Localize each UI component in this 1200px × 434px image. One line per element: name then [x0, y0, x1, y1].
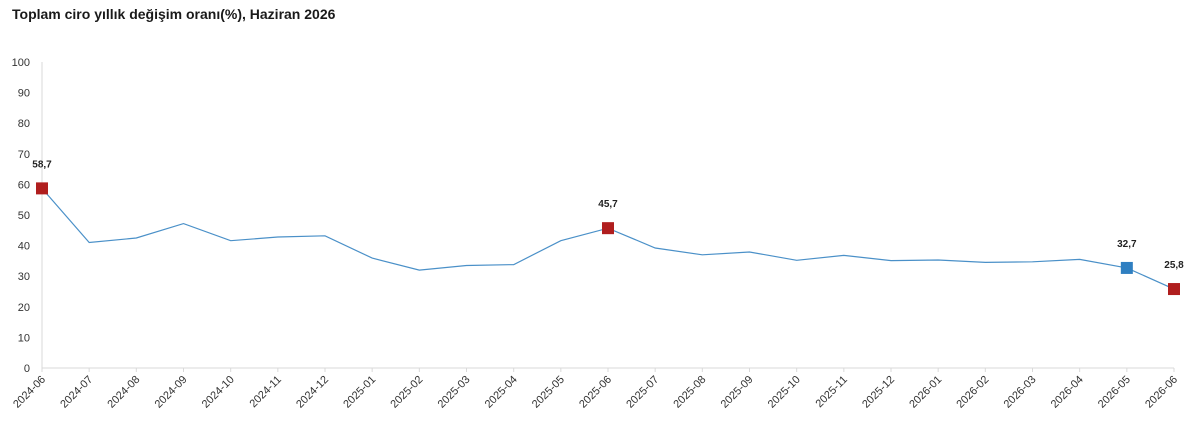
y-tick-label: 30	[18, 271, 30, 283]
x-tick-label: 2024-08	[105, 374, 142, 411]
x-tick-label: 2026-04	[1049, 374, 1086, 411]
data-label: 25,8	[1164, 260, 1184, 271]
y-tick-label: 80	[18, 118, 30, 130]
y-tick-label: 60	[18, 179, 30, 191]
data-point-marker	[1120, 261, 1133, 274]
x-tick-label: 2025-09	[719, 374, 756, 411]
x-axis-ticks: 2024-06 2024-07 2024-08 2024-09 2024-10 2024-…	[11, 368, 1180, 411]
x-tick-label: 2024-07	[58, 374, 95, 411]
y-tick-label: 20	[18, 302, 30, 314]
x-tick-label: 2024-10	[200, 374, 237, 411]
x-tick-label: 2025-04	[483, 374, 520, 411]
data-point-marker	[36, 182, 48, 195]
x-tick-label: 2025-03	[436, 374, 473, 411]
x-tick-label: 2024-12	[294, 374, 331, 411]
data-label: 58,7	[32, 159, 52, 170]
x-tick-label: 2024-06	[11, 374, 48, 411]
x-tick-label: 2025-11	[813, 374, 849, 410]
data-label: 45,7	[598, 199, 618, 210]
y-axis-ticks: 0 10 20 30 40 50 60 70 80 90 100	[12, 57, 30, 375]
y-tick-label: 100	[12, 57, 30, 69]
y-tick-label: 0	[24, 363, 30, 375]
data-point-marker	[1168, 283, 1180, 296]
x-tick-label: 2025-06	[577, 374, 614, 411]
data-label: 32,7	[1117, 239, 1137, 250]
x-tick-label: 2026-02	[954, 374, 991, 411]
y-tick-label: 90	[18, 88, 30, 100]
x-tick-label: 2025-08	[671, 374, 708, 411]
x-tick-label: 2026-06	[1143, 374, 1180, 411]
x-tick-label: 2024-11	[247, 374, 283, 410]
x-tick-label: 2024-09	[153, 374, 190, 411]
axes	[41, 62, 1174, 369]
data-labels: 58,7 45,7 32,7 25,8	[32, 159, 1184, 271]
x-tick-label: 2025-01	[341, 374, 378, 411]
highlight-markers	[36, 182, 1180, 296]
y-tick-label: 10	[18, 332, 30, 344]
x-tick-label: 2026-03	[1002, 374, 1039, 411]
x-tick-label: 2026-05	[1096, 374, 1133, 411]
x-tick-label: 2025-12	[860, 374, 897, 411]
x-tick-label: 2025-10	[766, 374, 803, 411]
x-tick-label: 2025-05	[530, 374, 567, 411]
x-tick-label: 2025-02	[388, 374, 425, 411]
y-tick-label: 70	[18, 149, 30, 161]
x-tick-label: 2026-01	[907, 374, 944, 411]
x-tick-label: 2025-07	[624, 374, 661, 411]
chart-title: Toplam ciro yıllık değişim oranı(%), Haz…	[12, 6, 336, 22]
y-tick-label: 40	[18, 241, 30, 253]
y-tick-label: 50	[18, 210, 30, 222]
data-point-marker	[602, 222, 614, 235]
